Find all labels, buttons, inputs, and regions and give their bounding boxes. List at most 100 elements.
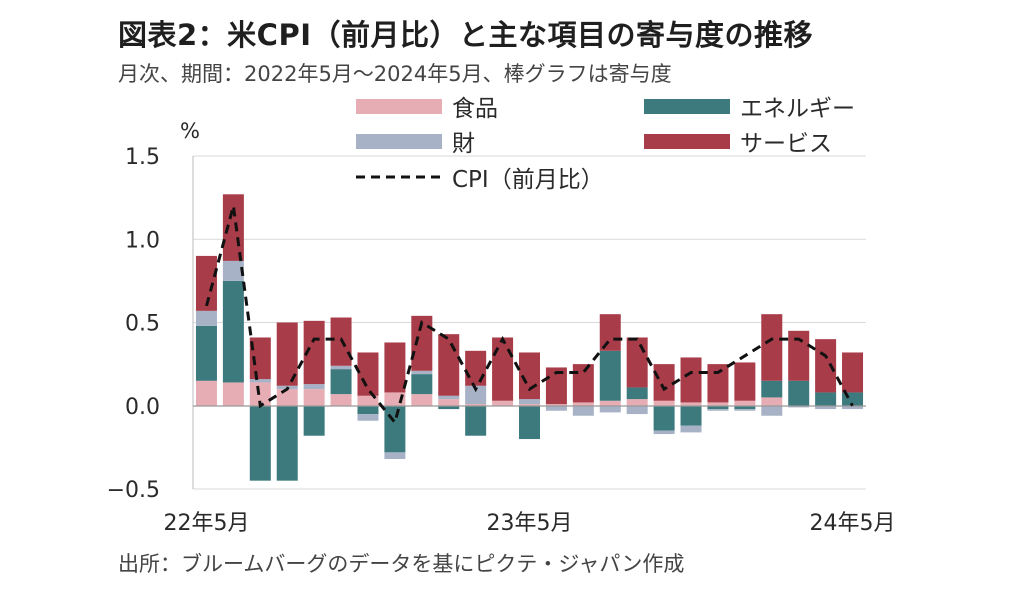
chart-title: 図表2：米CPI（前月比）と主な項目の寄与度の推移 xyxy=(118,18,814,52)
bar-segment-services xyxy=(572,364,594,403)
bar-segment-energy xyxy=(519,405,540,440)
bar-segment-goods xyxy=(707,409,729,411)
bar-segment-services xyxy=(195,255,217,311)
y-axis-tick-labels: 1.5 1.0 0.5 0.0 −0.5 xyxy=(107,145,160,503)
bar-segment-services xyxy=(276,322,298,386)
bar-segment-goods xyxy=(545,405,567,411)
bar-segment-energy xyxy=(222,280,244,383)
bar-segment-food xyxy=(411,394,433,406)
bar-segment-energy xyxy=(303,405,325,436)
bar-segment-goods xyxy=(572,405,594,416)
bar-segment-food xyxy=(249,382,271,406)
legend-swatch-energy xyxy=(644,99,730,114)
bar-segment-food xyxy=(572,402,594,406)
bar-segment-services xyxy=(842,352,864,393)
bar-segment-food xyxy=(545,404,567,406)
bar-segment-services xyxy=(707,364,729,403)
bar-segment-goods xyxy=(384,452,406,460)
y-tick-label: 0.5 xyxy=(125,312,160,337)
bar-segment-food xyxy=(276,389,298,406)
legend-label-energy: エネルギー xyxy=(740,96,855,122)
y-tick-label: 1.5 xyxy=(125,145,160,170)
bar-segment-energy xyxy=(788,380,810,406)
bar-segment-energy xyxy=(330,369,352,395)
bar-segment-food xyxy=(734,400,756,406)
bar-segment-services xyxy=(438,334,460,396)
bar-segment-energy xyxy=(734,405,756,410)
x-tick-label: 24年5月 xyxy=(810,511,896,536)
bar-segment-food xyxy=(653,400,675,406)
bar-segment-energy xyxy=(815,392,837,406)
bar-segment-food xyxy=(465,404,487,406)
legend-label-food: 食品 xyxy=(452,96,498,122)
chart-subtitle: 月次、期間：2022年5月～2024年5月、棒グラフは寄与度 xyxy=(118,62,672,86)
bar-segment-services xyxy=(788,330,810,381)
bar-segment-services xyxy=(653,364,675,401)
bar-segment-food xyxy=(357,395,379,406)
grid-lines xyxy=(192,155,866,490)
bar-segment-energy xyxy=(707,405,729,410)
bar-segment-energy xyxy=(680,405,702,426)
bar-segment-services xyxy=(492,337,514,401)
y-axis-unit-label: % xyxy=(180,119,200,143)
bar-segment-energy xyxy=(357,405,379,415)
bar-segment-goods xyxy=(195,310,217,326)
bar-segment-goods xyxy=(357,414,379,421)
bar-segment-goods xyxy=(653,430,675,435)
source-note: 出所：ブルームバーグのデータを基にピクテ・ジャパン作成 xyxy=(118,552,685,576)
bar-segment-goods xyxy=(815,405,837,410)
bar-segment-energy xyxy=(761,380,783,398)
legend-swatch-services xyxy=(644,134,730,149)
bar-segment-goods xyxy=(438,395,460,400)
bar-segment-goods xyxy=(519,399,540,405)
legend-label-cpi: CPI（前月比） xyxy=(452,167,604,193)
legend-swatch-food xyxy=(356,99,442,114)
bar-segment-food xyxy=(761,397,783,406)
bar-segment-food xyxy=(626,399,648,406)
bar-segment-goods xyxy=(222,260,244,281)
bar-segment-energy xyxy=(438,405,460,410)
bar-segment-energy xyxy=(465,405,487,436)
y-tick-label: −0.5 xyxy=(107,478,160,503)
bar-segment-food xyxy=(330,394,352,406)
bar-segment-services xyxy=(249,337,271,380)
bar-segment-services xyxy=(303,320,325,385)
legend-swatch-goods xyxy=(356,134,442,149)
bar-segment-energy xyxy=(384,405,406,453)
legend-label-goods: 財 xyxy=(452,131,475,157)
legend-label-services: サービス xyxy=(740,131,832,157)
bar-segment-food xyxy=(707,402,729,406)
bar-segment-services xyxy=(411,315,433,371)
bar-segment-energy xyxy=(249,405,271,481)
bar-segment-services xyxy=(465,350,487,386)
bar-segment-energy xyxy=(653,405,675,431)
cpi-line-series xyxy=(205,205,854,426)
bar-segment-services xyxy=(680,357,702,403)
bar-segment-food xyxy=(519,404,540,406)
bar-segment-goods xyxy=(626,405,648,415)
bar-segment-food xyxy=(303,389,325,406)
bar-segment-food xyxy=(599,400,621,406)
y-tick-label: 1.0 xyxy=(125,228,160,253)
bar-segment-energy xyxy=(599,350,621,401)
bar-segment-energy xyxy=(626,387,648,400)
bar-segment-goods xyxy=(842,405,864,410)
x-axis-tick-labels: 22年5月 23年5月 24年5月 xyxy=(163,511,895,536)
bar-segment-goods xyxy=(465,385,487,405)
bar-segment-goods xyxy=(411,370,433,375)
bar-segment-goods xyxy=(734,409,756,411)
bar-segment-energy xyxy=(195,325,217,381)
bar-segment-services xyxy=(357,352,379,396)
bar-segment-goods xyxy=(680,425,702,433)
bar-segment-food xyxy=(195,380,217,406)
bar-segment-energy xyxy=(411,374,433,395)
bar-segment-services xyxy=(626,337,648,388)
x-tick-label: 23年5月 xyxy=(487,511,573,536)
bar-segment-services xyxy=(734,362,756,401)
bar-segment-services xyxy=(545,367,567,405)
bar-segment-goods xyxy=(249,379,271,383)
bar-segment-services xyxy=(599,314,621,351)
stacked-bars xyxy=(195,194,864,481)
